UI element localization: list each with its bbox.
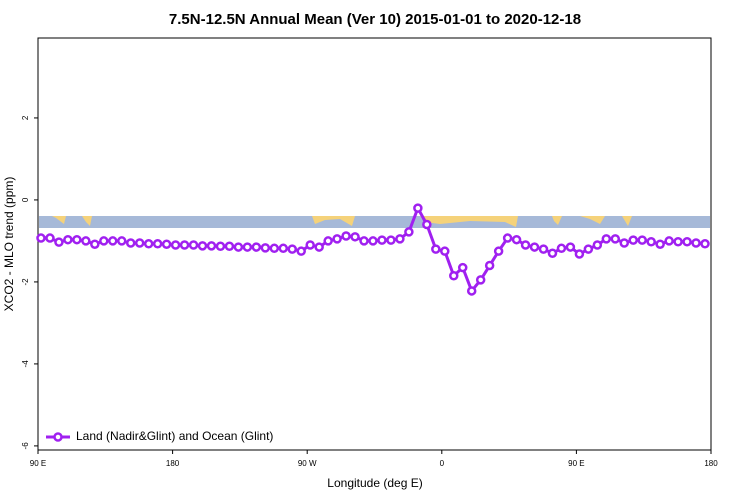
data-point (341, 231, 351, 241)
data-point (673, 236, 683, 247)
data-point (134, 238, 145, 248)
x-tick-label: 180 (704, 459, 718, 468)
x-tick-label: 90 E (30, 459, 46, 468)
data-point (547, 248, 558, 258)
data-point (260, 243, 271, 253)
data-point (511, 234, 522, 245)
plot-frame (37, 37, 712, 451)
data-point (323, 236, 333, 246)
data-point (188, 240, 199, 250)
data-point (386, 235, 396, 245)
data-point (422, 219, 432, 230)
legend-label: Land (Nadir&Glint) and Ocean (Glint) (76, 429, 273, 443)
x-tick-label: 90 E (568, 459, 584, 468)
data-point (108, 236, 118, 246)
x-tick-label: 180 (166, 459, 180, 468)
data-point (431, 244, 441, 254)
y-tick-label: -4 (21, 360, 30, 368)
y-axis-label: XCO2 - MLO trend (ppm) (2, 177, 16, 312)
map-strip (39, 216, 710, 228)
data-point (457, 262, 468, 273)
data-point (90, 239, 100, 249)
data-point (628, 235, 638, 245)
data-point (368, 236, 378, 246)
y-tick-label: -6 (21, 442, 30, 450)
data-point (332, 234, 342, 244)
data-point (305, 240, 315, 250)
y-tick-label: 0 (21, 197, 30, 202)
x-tick-label: 0 (440, 459, 445, 468)
data-point (646, 236, 656, 247)
data-point (619, 238, 630, 248)
data-point (117, 236, 127, 246)
data-point (233, 242, 244, 252)
data-point (529, 242, 540, 252)
data-point (565, 242, 576, 252)
data-point (152, 239, 163, 249)
data-point (224, 241, 235, 252)
data-point (493, 246, 504, 256)
data-point (556, 243, 567, 254)
data-point (466, 286, 477, 296)
data-point (484, 260, 495, 271)
data-point (502, 233, 513, 243)
data-point (72, 234, 82, 245)
data-point (404, 227, 414, 237)
chart-title: 7.5N-12.5N Annual Mean (Ver 10) 2015-01-… (169, 11, 581, 28)
data-point (287, 244, 297, 254)
data-point (574, 249, 585, 259)
data-point (170, 240, 181, 250)
data-point (538, 244, 549, 254)
data-point (45, 233, 55, 243)
data-point (278, 243, 289, 254)
data-point (440, 246, 450, 256)
data-point (601, 234, 612, 244)
data-point (395, 234, 405, 244)
data-point (99, 236, 109, 246)
data-point (637, 235, 647, 245)
data-point (449, 271, 459, 281)
data-point (125, 238, 136, 248)
data-point (54, 237, 64, 247)
data-point (691, 238, 701, 248)
data-point (592, 240, 603, 250)
data-point (242, 242, 253, 252)
legend-marker (53, 432, 63, 442)
data-point (377, 235, 387, 245)
data-point (610, 234, 621, 244)
data-point (269, 243, 280, 254)
data-point (161, 239, 172, 249)
data-point (296, 246, 306, 256)
data-point (251, 242, 262, 252)
data-point (36, 233, 46, 243)
data-point (197, 241, 208, 251)
data-point (664, 236, 674, 246)
data-point (63, 234, 73, 245)
data-point (179, 240, 190, 250)
data-point (206, 241, 217, 251)
data-point (700, 239, 710, 249)
data-point (520, 240, 531, 250)
data-point (413, 203, 423, 213)
x-tick-label: 90 W (298, 459, 317, 468)
data-point (81, 236, 91, 246)
data-point (350, 232, 360, 242)
y-tick-label: -2 (21, 278, 30, 286)
y-tick-label: 2 (21, 115, 30, 120)
data-point (655, 239, 665, 249)
data-point (583, 244, 594, 254)
x-axis-label: Longitude (deg E) (327, 476, 422, 490)
data-point (143, 239, 154, 249)
data-point (215, 241, 226, 252)
data-point (314, 242, 324, 252)
data-point (475, 275, 486, 285)
data-point (359, 236, 369, 246)
data-point (682, 236, 692, 247)
